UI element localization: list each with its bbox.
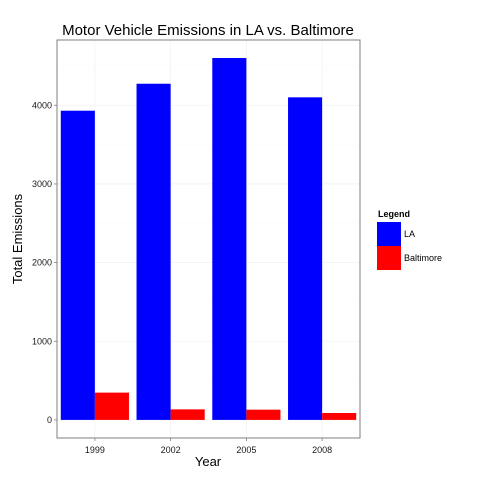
chart-title: Motor Vehicle Emissions in LA vs. Baltim…	[62, 22, 354, 39]
y-tick-label: 3000	[32, 179, 52, 189]
bar-la-2005	[212, 58, 247, 420]
legend-key-la	[377, 222, 401, 246]
x-tick-label: 2002	[161, 445, 181, 455]
legend: Legend LA Baltimore	[377, 209, 442, 270]
y-axis-title: Total Emissions	[10, 193, 25, 284]
axes: 0 1000 2000 3000 4000 1999 2002 2005 2008	[32, 100, 332, 455]
y-tick-label: 0	[47, 415, 52, 425]
bar-la-2008	[288, 97, 323, 420]
x-tick-label: 1999	[85, 445, 105, 455]
legend-key-baltimore	[377, 246, 401, 270]
y-tick-label: 2000	[32, 258, 52, 268]
bar-baltimore-2008	[322, 412, 357, 420]
bar-la-2002	[136, 83, 171, 420]
bars	[60, 58, 357, 420]
x-tick-label: 2005	[236, 445, 256, 455]
plot-panel-border	[56, 39, 361, 439]
legend-label-la: LA	[404, 229, 415, 239]
bar-baltimore-1999	[94, 392, 129, 420]
legend-label-baltimore: Baltimore	[404, 253, 442, 263]
legend-title: Legend	[378, 209, 410, 219]
x-tick-label: 2008	[312, 445, 332, 455]
y-tick-label: 4000	[32, 100, 52, 110]
bar-baltimore-2005	[246, 409, 281, 420]
x-axis-title: Year	[195, 454, 222, 469]
y-tick-label: 1000	[32, 336, 52, 346]
bar-baltimore-2002	[170, 409, 205, 420]
bar-la-1999	[60, 110, 95, 420]
